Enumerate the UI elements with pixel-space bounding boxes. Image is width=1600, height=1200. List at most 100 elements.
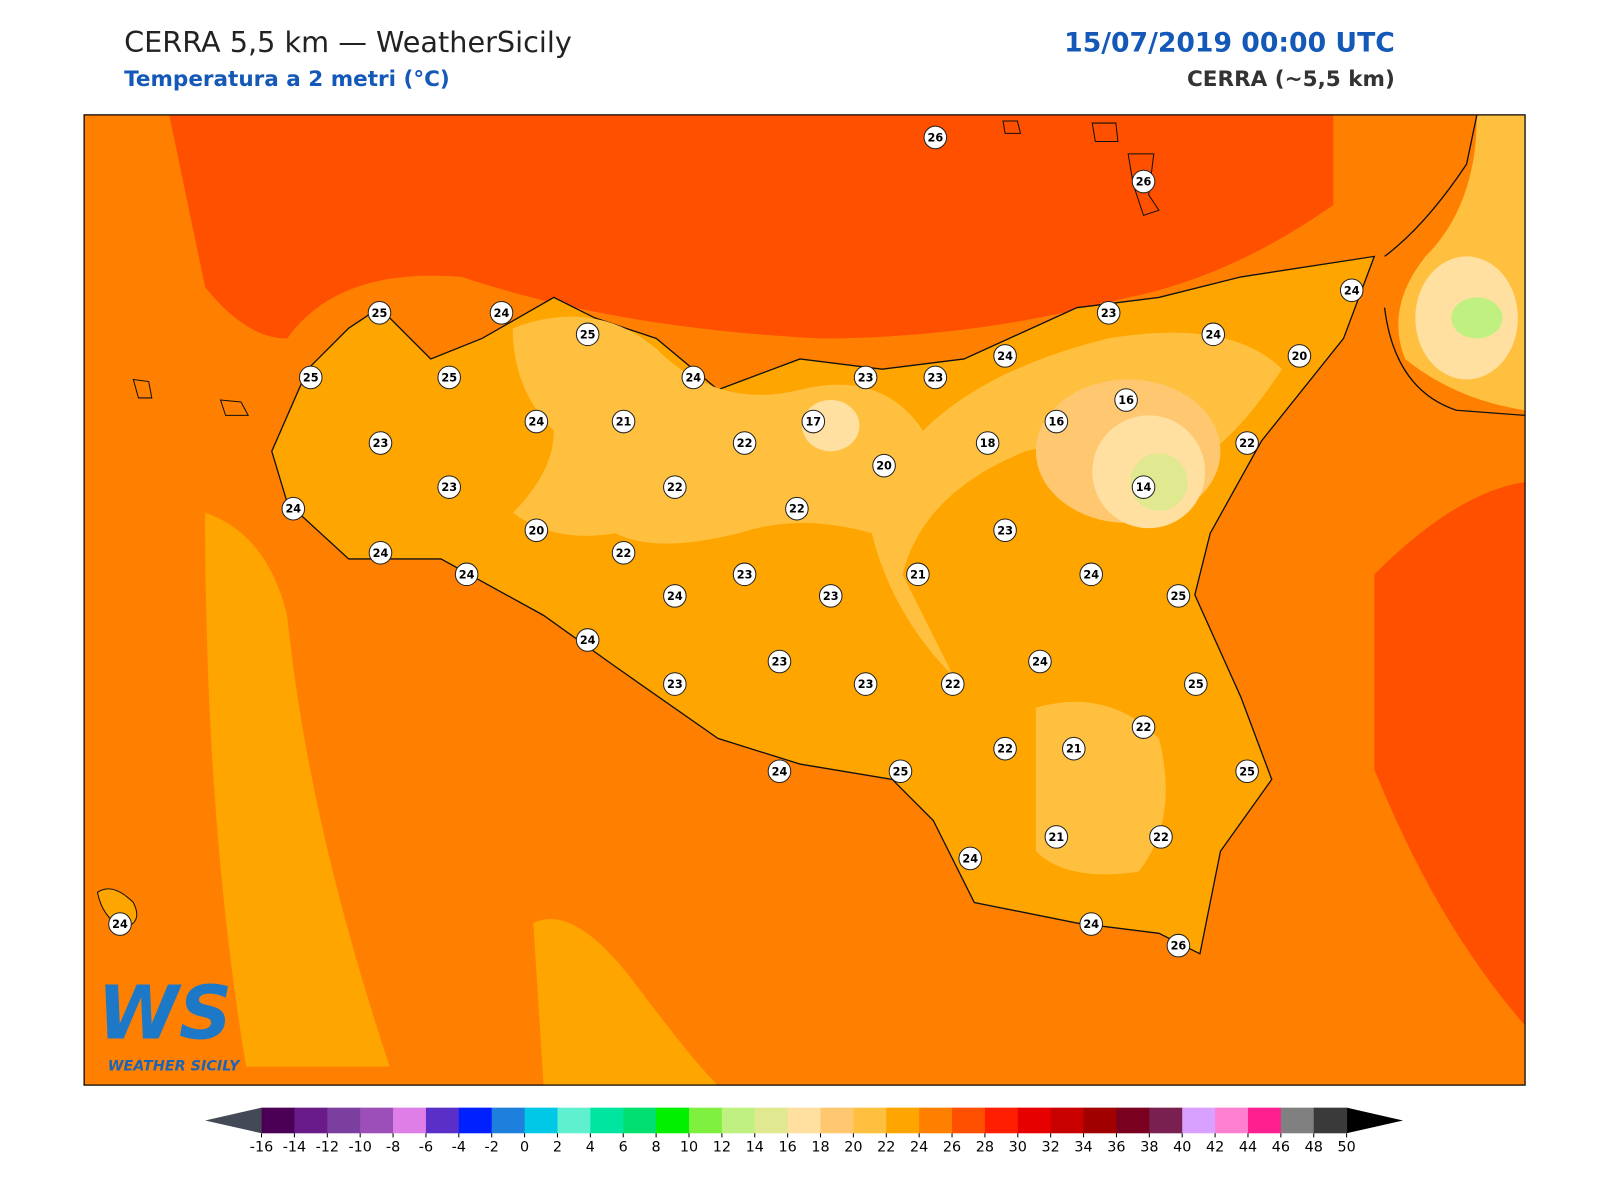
colorbar-tick-label: -14: [283, 1140, 306, 1156]
station-value: 26: [1171, 940, 1187, 953]
colorbar-tick-label: 10: [680, 1140, 698, 1156]
coastline: [1383, 307, 1526, 417]
colorbar-bin: [1215, 1107, 1249, 1134]
station-marker: [575, 322, 600, 347]
station-value: 22: [667, 481, 683, 494]
station-marker: [368, 541, 393, 565]
station-marker: [906, 562, 930, 587]
colorbar-bin: [590, 1107, 624, 1134]
warm-sea: [169, 114, 1334, 339]
station-value: 24: [459, 568, 475, 581]
station-value: 24: [373, 547, 389, 560]
station-marker: [818, 584, 843, 608]
colorbar-tick-label: 16: [778, 1140, 796, 1156]
station-value: 23: [373, 437, 389, 450]
colorbar-tick-label: 14: [746, 1140, 764, 1156]
station-marker: [1131, 169, 1156, 194]
colorbar-bin: [1050, 1107, 1085, 1134]
colorbar-tick-label: 22: [877, 1140, 895, 1156]
logo: WS WEATHER SICILY: [97, 970, 241, 1074]
colorbar-bin: [1149, 1107, 1183, 1134]
station-value: 25: [1239, 765, 1255, 778]
station-marker: [437, 365, 462, 390]
station-marker: [611, 409, 636, 434]
station-value: 25: [1188, 678, 1204, 691]
station-value: 16: [1118, 394, 1134, 407]
colorbar-tick-label: 42: [1206, 1140, 1224, 1156]
station-marker: [368, 431, 393, 455]
station-value: 24: [580, 634, 596, 647]
colorbar-tick-label: 0: [520, 1140, 529, 1156]
mild-sea: [533, 918, 718, 1086]
station-value: 22: [997, 743, 1013, 756]
station-value: 24: [529, 416, 545, 429]
station-marker: [801, 409, 826, 434]
colorbar-bin: [425, 1107, 460, 1134]
station-value: 23: [441, 481, 457, 494]
colorbar-bin: [787, 1107, 822, 1134]
colorbar-tick-label: -8: [386, 1140, 400, 1156]
station-value: 25: [441, 371, 457, 384]
station-marker: [524, 518, 549, 543]
colorbar-bin: [261, 1107, 295, 1134]
station-marker: [888, 759, 913, 784]
station-value: 24: [685, 371, 701, 384]
station-value: 18: [980, 437, 996, 450]
colorbar-bin: [1247, 1107, 1282, 1134]
station-value: 25: [1171, 590, 1187, 603]
station-value: 26: [928, 131, 944, 144]
colorbar-bin: [1017, 1107, 1052, 1134]
colorbar-bin: [1313, 1107, 1348, 1134]
station-value: 23: [928, 371, 944, 384]
station-value: 23: [997, 524, 1013, 537]
stations: 26 26 25 24 25 23 24 24 25 25 24 23 23 24 20 16 16 24 21 17…: [108, 125, 1364, 958]
station-value: 20: [876, 460, 892, 473]
station-value: 24: [1083, 918, 1099, 931]
content: CERRA 5,5 km — WeatherSicily Temperatura…: [83, 25, 1526, 1156]
station-marker: [1114, 388, 1138, 412]
station-marker: [732, 562, 757, 587]
colorbar-tick-label: -2: [485, 1140, 499, 1156]
station-value: 24: [494, 307, 510, 320]
colorbar-under: [205, 1107, 262, 1134]
station-value: 22: [945, 678, 961, 691]
station-value: 23: [823, 590, 839, 603]
colorbar-bin: [524, 1107, 558, 1134]
colorbar-tick-label: -10: [348, 1140, 371, 1156]
colorbar-bin: [688, 1107, 723, 1134]
datetime: 15/07/2019 00:00 UTC: [1064, 28, 1395, 59]
station-value: 24: [997, 350, 1013, 363]
station-marker: [454, 562, 479, 587]
map: [84, 114, 1526, 1086]
station-marker: [1235, 431, 1259, 455]
station-value: 24: [667, 590, 683, 603]
station-value: 22: [1136, 721, 1152, 734]
station-marker: [853, 365, 878, 390]
station-marker: [732, 431, 757, 455]
colorbar-tick-label: 6: [619, 1140, 628, 1156]
station-marker: [663, 475, 687, 499]
station-marker: [489, 301, 514, 325]
station-value: 21: [616, 416, 632, 429]
station-marker: [1235, 759, 1259, 784]
colorbar-tick-label: 4: [586, 1140, 595, 1156]
colorbar-bin: [1182, 1107, 1216, 1134]
station-value: 14: [1136, 481, 1152, 494]
station-marker: [681, 365, 706, 390]
colorbar-tick-label: -12: [316, 1140, 339, 1156]
station-marker: [1201, 322, 1226, 347]
station-value: 23: [858, 678, 874, 691]
colorbar-bin: [1280, 1107, 1315, 1134]
station-marker: [1287, 344, 1312, 368]
station-marker: [1096, 301, 1121, 325]
station-value: 21: [910, 568, 926, 581]
station-value: 17: [805, 416, 821, 429]
station-marker: [767, 649, 792, 674]
station-value: 26: [1136, 176, 1152, 189]
station-marker: [1166, 584, 1191, 608]
colorbar-bin: [1116, 1107, 1150, 1134]
mild-sea: [205, 512, 390, 1067]
station-marker: [1079, 912, 1104, 936]
station-value: 25: [303, 371, 319, 384]
station-value: 20: [529, 524, 545, 537]
